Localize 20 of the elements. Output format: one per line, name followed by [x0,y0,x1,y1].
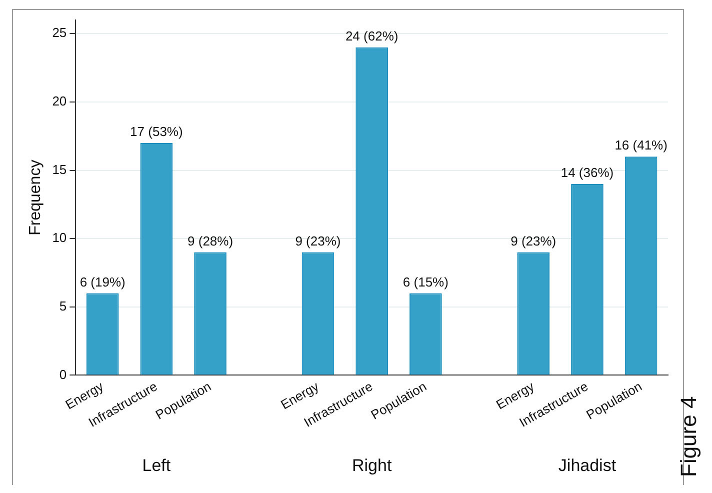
data-label: 17 (53%) [130,124,183,140]
data-label: 6 (15%) [402,274,448,290]
text: Right [352,456,392,475]
data-label: 6 (19%) [80,274,126,290]
data-label: 9 (23%) [295,233,341,248]
text: Left [142,456,171,475]
y-tick-label: 15 [52,162,67,177]
data-label: 9 (23%) [510,233,556,248]
y-tick-label: 5 [59,298,67,314]
caption: Figure 4 [676,396,701,477]
data-label: 16 (41%) [614,138,668,153]
y-tick-label: 25 [52,25,67,40]
y-tick-label: 20 [52,94,67,109]
text: Jihadist [558,456,616,475]
y-tick-label: 10 [52,230,67,246]
data-label: 24 (62%) [345,28,398,44]
y-axis-title: Frequency [27,160,44,236]
data-label: 9 (28%) [188,233,234,248]
y-tick-label: 0 [59,366,67,382]
data-label: 14 (36%) [560,165,614,180]
